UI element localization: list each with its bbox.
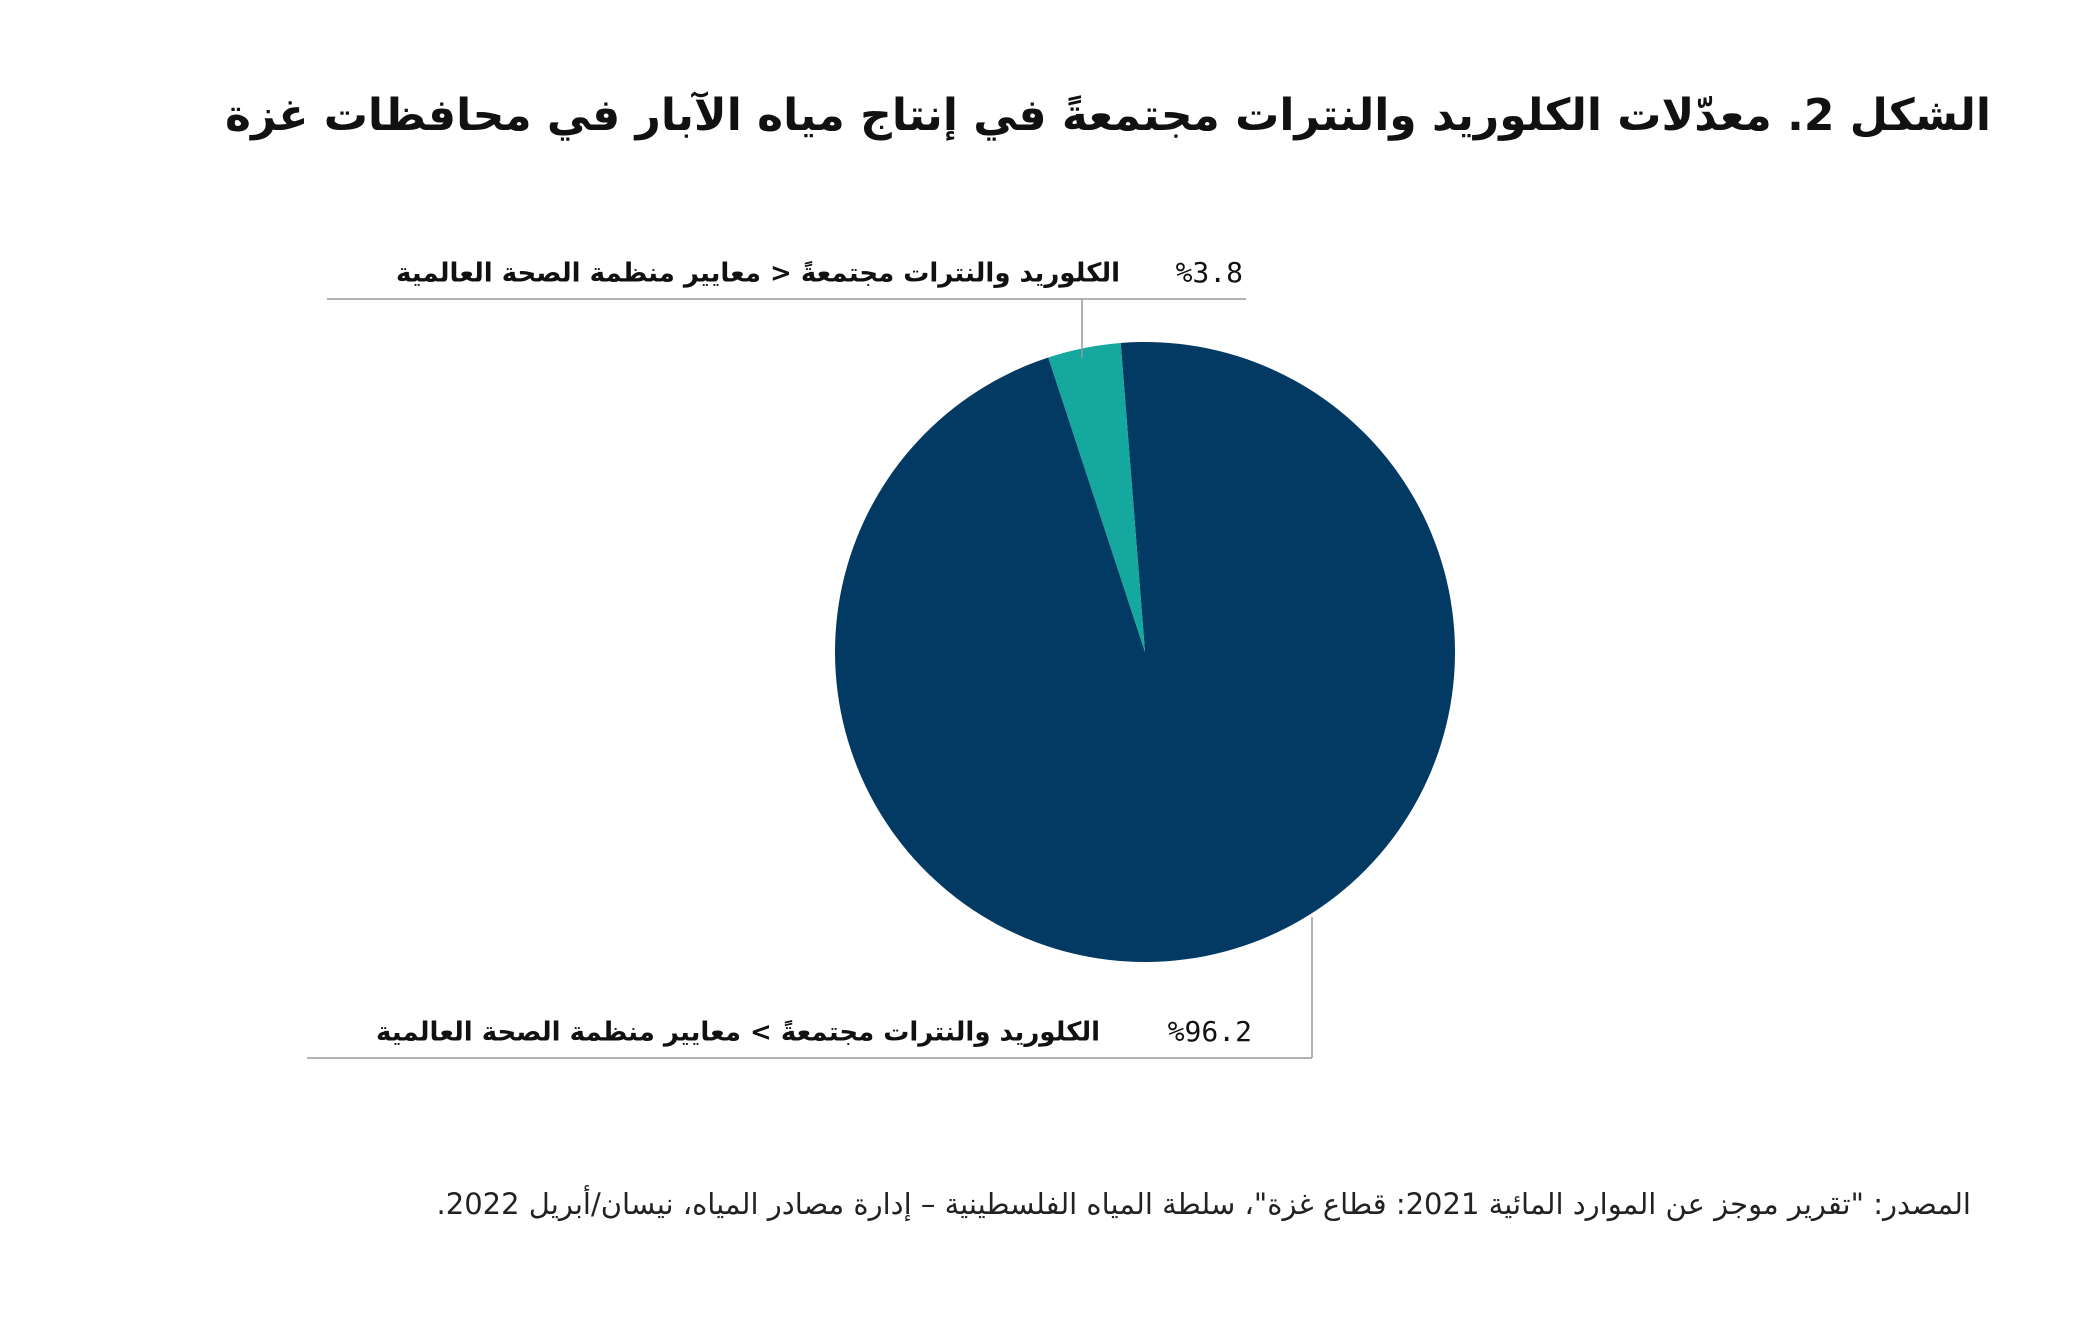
category-label: الكلوريد والنترات مجتمعةً < معايير منظمة… [396,259,1120,289]
category-label: الكلوريد والنترات مجتمعةً > معايير منظمة… [376,1018,1100,1048]
pie-slice [1048,342,1145,652]
source-note: المصدر: "تقرير موجز عن الموارد المائية 2… [437,1184,1971,1222]
value-label: %3.8 [1176,256,1243,289]
value-label: %96.2 [1168,1015,1252,1048]
chart-title: الشكل 2. معدّلات الكلوريد والنترات مجتمع… [225,90,1991,141]
pie-slice [834,342,1455,963]
